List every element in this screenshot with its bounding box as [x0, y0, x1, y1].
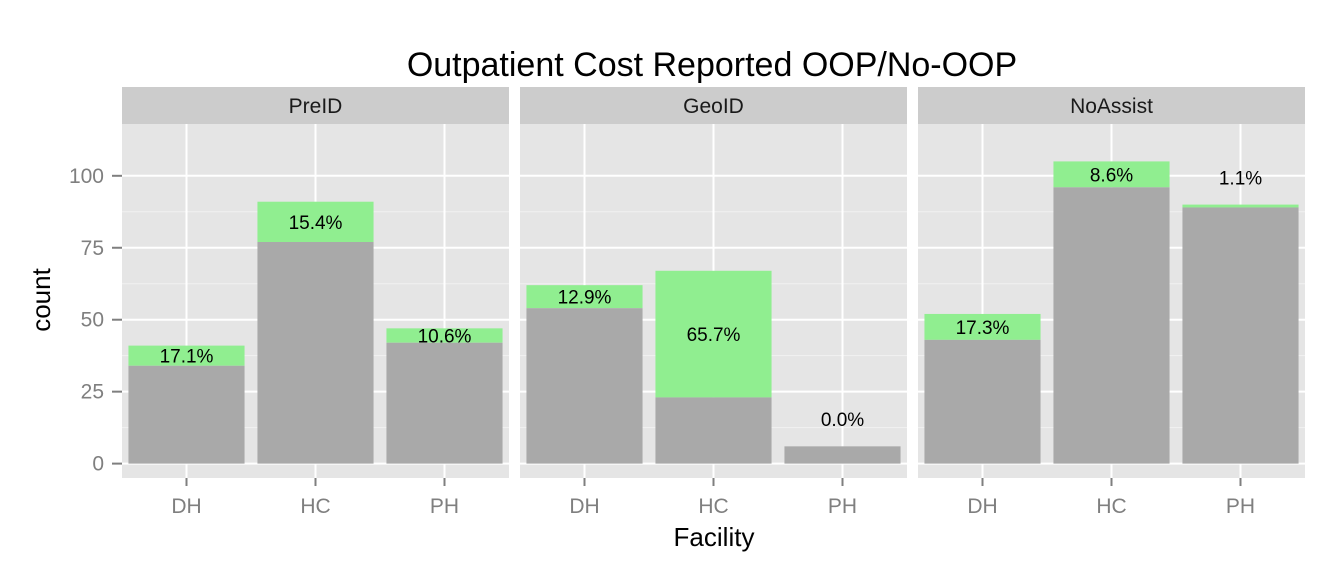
bar-data-label: 10.6%	[418, 327, 472, 348]
x-tick-label: DH	[967, 495, 997, 518]
bar-segment-oop	[924, 313, 1041, 340]
bar-segment-no-oop	[257, 242, 374, 464]
x-tick-label: HC	[1096, 495, 1126, 518]
bar-data-label: 12.9%	[558, 288, 612, 309]
x-tick-label: PH	[430, 495, 459, 518]
bar-segment-no-oop	[655, 397, 772, 464]
bar-data-label: 8.6%	[1090, 165, 1133, 186]
facet-strip-label: GeoID	[683, 95, 744, 118]
bar-segment-oop	[526, 285, 643, 309]
facet-strip-label: PreID	[289, 95, 343, 118]
y-tick-label: 50	[81, 309, 104, 332]
bar-segment-no-oop	[1182, 207, 1299, 464]
bar-data-label: 0.0%	[821, 410, 864, 431]
bar-segment-no-oop	[784, 446, 901, 464]
bar-segment-no-oop	[1053, 187, 1170, 464]
bar-data-label: 17.1%	[160, 347, 214, 368]
bar-segment-oop	[257, 201, 374, 242]
chart-title: Outpatient Cost Reported OOP/No-OOP	[407, 46, 1017, 84]
y-tick-label: 75	[81, 237, 104, 260]
y-tick-label: 0	[92, 453, 104, 476]
facet-strip-label: NoAssist	[1070, 95, 1153, 118]
bar-segment-no-oop	[386, 342, 503, 464]
x-tick-label: HC	[300, 495, 330, 518]
bar-segment-oop	[128, 345, 245, 366]
y-tick-label: 25	[81, 381, 104, 404]
facet-panel-geoid: GeoID 12.9% DH 65.7% HC 0.0% PH	[520, 87, 907, 518]
bar-segment-oop	[655, 270, 772, 398]
facet-panel-preid: PreID 17.1% DH 15.4% HC 10.6% PH	[122, 87, 509, 518]
bar-segment-no-oop	[526, 308, 643, 464]
bar-segment-oop	[386, 328, 503, 343]
x-tick-label: DH	[171, 495, 201, 518]
facet-strip	[520, 87, 907, 124]
x-axis-title: Facility	[674, 522, 755, 552]
y-tick-label: 100	[69, 165, 104, 188]
bar-data-label: 1.1%	[1219, 168, 1262, 189]
y-axis-title: count	[26, 267, 56, 331]
bar-data-label: 65.7%	[687, 325, 741, 346]
x-tick-label: DH	[569, 495, 599, 518]
x-tick-label: PH	[828, 495, 857, 518]
bar-segment-oop	[1182, 204, 1299, 208]
bar-data-label: 15.4%	[289, 213, 343, 234]
bar-segment-no-oop	[924, 339, 1041, 464]
x-tick-label: HC	[698, 495, 728, 518]
facet-strip	[122, 87, 509, 124]
bar-segment-oop	[1053, 161, 1170, 188]
bar-segment-no-oop	[128, 365, 245, 464]
x-tick-label: PH	[1226, 495, 1255, 518]
facet-panel-noassist: NoAssist 17.3% DH 8.6% HC 1.1% PH	[918, 87, 1305, 518]
facet-strip	[918, 87, 1305, 124]
bar-data-label: 17.3%	[956, 318, 1010, 339]
